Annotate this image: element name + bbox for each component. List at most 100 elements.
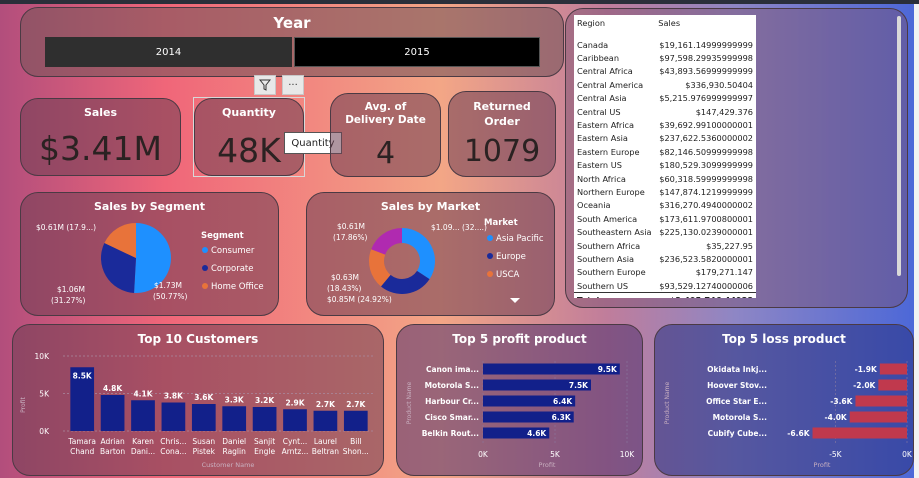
table-row[interactable]: Southern Europe $179,271.147 — [574, 266, 756, 279]
bar-karen-dani[interactable] — [131, 400, 155, 431]
legend-scroll-down-icon[interactable] — [510, 298, 520, 303]
bar-cubify-cube[interactable] — [812, 427, 907, 439]
bar-motorola-s[interactable] — [849, 411, 907, 423]
bar-canon-ima[interactable] — [483, 363, 620, 375]
legend-label-usca[interactable]: USCA — [496, 270, 520, 280]
table-row[interactable]: Central Asia $5,215.976999999997 — [574, 92, 756, 105]
y-tick-label: 5K — [39, 390, 50, 399]
more-options-icon[interactable]: ··· — [282, 75, 304, 95]
region-sales-table[interactable]: Region Sales Canada $19,161.14999999999 Ca… — [574, 15, 756, 298]
pie-slice-home-office[interactable] — [104, 223, 136, 258]
legend-label-home-office[interactable]: Home Office — [211, 282, 264, 292]
total-value: $3,405,746.44938 — [655, 292, 756, 298]
sales-cell: $147,429.376 — [695, 106, 753, 117]
filter-icon[interactable] — [254, 75, 276, 95]
quantity-kpi-value: 48K — [217, 131, 281, 170]
segment-label-corporate-value: $1.06M — [57, 285, 85, 294]
x-tick-label: Dani... — [131, 447, 155, 456]
delivery-kpi-card: Avg. of Delivery Date 4 — [330, 93, 441, 177]
sales-cell: $173,611.9700800001 — [659, 213, 753, 224]
table-scrollbar[interactable] — [896, 14, 902, 298]
bar-motorola-s[interactable] — [483, 379, 591, 391]
loss-chart-card: Top 5 loss product Product Name Profit -… — [654, 324, 914, 476]
table-row[interactable]: Central Africa $43,893.56999999999 — [574, 65, 756, 78]
loss-chart-title: Top 5 loss product — [722, 332, 846, 346]
sales-cell: $19,161.14999999999 — [659, 39, 753, 50]
bar-value-label: 4.6K — [527, 429, 547, 438]
pie-slice-consumer[interactable] — [134, 223, 171, 293]
table-row[interactable]: Canada $19,161.14999999999 — [574, 38, 756, 51]
table-row[interactable]: Southeastern Asia $225,130.0239000001 — [574, 225, 756, 238]
market-label-other-pct: (17.86%) — [333, 233, 368, 242]
bar-chris-cona[interactable] — [161, 402, 186, 432]
bar-belkin-rout[interactable] — [483, 427, 550, 439]
bar-harbour-cr[interactable] — [483, 395, 576, 407]
y-tick-label: Hoover Stov... — [707, 381, 767, 390]
table-row[interactable]: Southern Asia $236,523.5820000001 — [574, 252, 756, 265]
x-tick-label: Bill — [350, 437, 361, 446]
year-option-2014[interactable]: 2014 — [45, 37, 292, 67]
segment-chart-svg: $0.61M (17.9...) $1.06M (31.27%) $1.73M … — [36, 223, 264, 305]
bar-cynt-arntz[interactable] — [283, 409, 307, 431]
bar-office-star-e[interactable] — [855, 395, 907, 407]
bar-bill-shon[interactable] — [343, 410, 368, 431]
x-tick-label: Arntz... — [282, 447, 309, 456]
delivery-kpi-label: Avg. of Delivery Date — [345, 101, 426, 126]
bar-laurel-beltran[interactable] — [313, 410, 338, 431]
market-legend-title: Market — [484, 218, 518, 228]
legend-label-asia-pacific[interactable]: Asia Pacific — [496, 234, 544, 244]
table-row[interactable]: Eastern US $180,529.3099999999 — [574, 159, 756, 172]
pie-slice-corporate[interactable] — [101, 242, 136, 293]
sales-cell: $336,930.50404 — [685, 79, 753, 90]
bar-daniel-raglin[interactable] — [222, 406, 247, 431]
bar-susan-pistek[interactable] — [191, 404, 216, 431]
table-row[interactable]: Eastern Africa $39,692.99100000001 — [574, 118, 756, 131]
profit-x-axis-title: Profit — [539, 461, 556, 469]
table-row[interactable]: Caribbean $97,598.29935999998 — [574, 51, 756, 64]
region-cell: North Africa — [577, 173, 626, 184]
table-row[interactable]: Northern Europe $147,874.1219999999 — [574, 185, 756, 198]
segment-chart-title: Sales by Segment — [93, 200, 206, 213]
bar-okidata-inkj[interactable] — [879, 363, 907, 375]
donut-slice-usca[interactable] — [369, 249, 391, 287]
table-row[interactable]: North Africa $60,318.59999999998 — [574, 172, 756, 185]
bar-sanjit-engle[interactable] — [252, 407, 277, 431]
bar-cisco-smar[interactable] — [483, 411, 574, 423]
bar-value-label: 2.7K — [316, 400, 336, 409]
table-row[interactable]: Eastern Europe $82,146.50999999998 — [574, 145, 756, 158]
legend-label-corporate[interactable]: Corporate — [211, 264, 254, 274]
table-row[interactable]: Central America $336,930.50404 — [574, 78, 756, 91]
legend-label-consumer[interactable]: Consumer — [211, 246, 255, 256]
x-tick-label: Cynt... — [283, 437, 308, 446]
table-total-row: Total$3,405,746.44938 — [574, 292, 756, 298]
table-row[interactable]: Central US $147,429.376 — [574, 105, 756, 118]
bar-hoover-stov[interactable] — [878, 379, 907, 391]
table-row[interactable]: Eastern Asia $237,622.5360000002 — [574, 132, 756, 145]
table-row[interactable]: Southern US $93,529.12740000006 — [574, 279, 756, 293]
legend-marker-europe — [487, 253, 493, 259]
donut-slice-other[interactable] — [371, 228, 402, 255]
legend-label-europe[interactable]: Europe — [496, 252, 526, 262]
x-tick-label: Karen — [132, 437, 154, 446]
table-row[interactable]: Southern Africa $35,227.95 — [574, 239, 756, 252]
bar-value-label: 8.5K — [73, 371, 93, 380]
table-row[interactable]: Oceania $316,270.4940000002 — [574, 199, 756, 212]
donut-slice-asia-pacific[interactable] — [402, 228, 435, 280]
segment-legend-title: Segment — [201, 231, 244, 241]
sales-cell: $39,692.99100000001 — [659, 120, 753, 131]
x-tick-label: Tamara — [67, 437, 96, 446]
bar-value-label: 6.4K — [553, 397, 573, 406]
segment-label-homeoffice: $0.61M (17.9...) — [36, 223, 96, 232]
region-column-header[interactable]: Region — [577, 18, 606, 28]
bar-tamara-chand[interactable] — [70, 367, 95, 431]
year-option-2015[interactable]: 2015 — [294, 37, 540, 67]
customers-chart-title: Top 10 Customers — [137, 332, 259, 346]
region-cell: Eastern Asia — [577, 133, 628, 144]
bar-value-label: 2.7K — [346, 400, 366, 409]
donut-slice-europe[interactable] — [380, 270, 430, 294]
table-row[interactable]: South America $173,611.9700800001 — [574, 212, 756, 225]
bar-adrian-barton[interactable] — [100, 395, 125, 431]
sales-column-header[interactable]: Sales — [658, 18, 681, 28]
sales-cell: $316,270.4940000002 — [659, 200, 753, 211]
region-cell: South America — [577, 213, 638, 224]
